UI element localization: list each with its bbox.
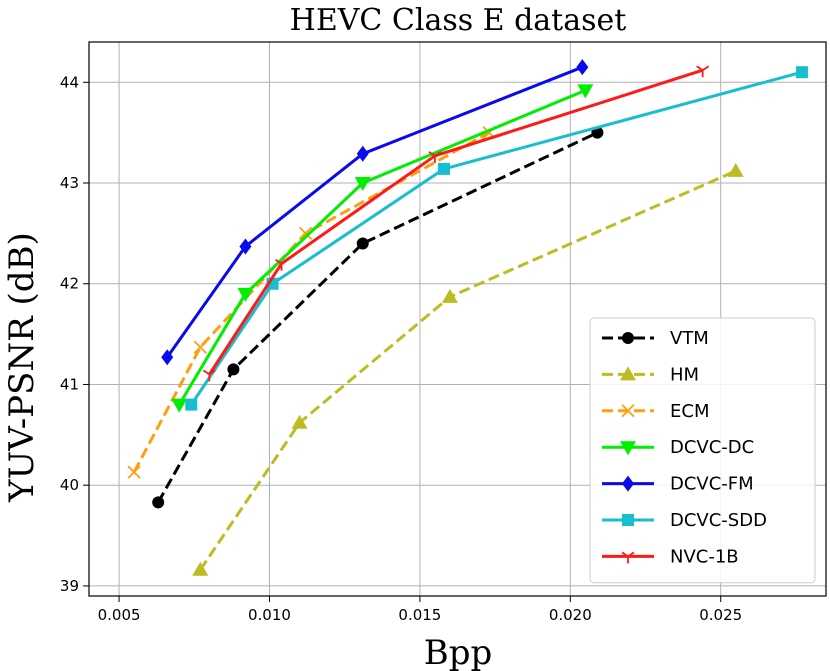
legend-label-dcvc-sdd: DCVC-SDD	[670, 510, 767, 531]
x-axis: 0.005 0.010 0.015 0.020 0.025	[98, 596, 742, 624]
plot-frame	[88, 41, 827, 597]
x-tick-label: 0.020	[549, 606, 592, 624]
y-tick-label: 43	[60, 174, 79, 192]
series-line-hm	[199, 169, 737, 571]
chart-title: HEVC Class E dataset	[290, 3, 627, 38]
data-point-dcvc-sdd	[185, 398, 198, 411]
series-line-nvc-1b	[208, 68, 704, 376]
y-axis: 39 40 41 42 43 44	[60, 73, 89, 595]
data-point-nvc-1b	[275, 258, 289, 271]
data-point-dcvc-dc	[171, 398, 188, 413]
data-point-dcvc-dc	[354, 177, 371, 192]
series-line-dcvc-fm	[165, 65, 583, 359]
data-point-vtm	[356, 237, 369, 250]
legend-marker-dcvc-dc	[620, 441, 636, 456]
x-tick-label: 0.015	[398, 606, 441, 624]
data-point-hm	[291, 414, 308, 429]
series-line-ecm	[132, 131, 490, 473]
x-tick-label: 0.025	[699, 606, 742, 624]
plot-series	[127, 59, 808, 576]
legend-label-dcvc-dc: DCVC-DC	[670, 437, 754, 458]
data-point-dcvc-fm	[356, 145, 369, 162]
data-point-dcvc-dc	[577, 84, 594, 99]
series-dcvc-sdd	[185, 66, 808, 411]
data-point-vtm	[227, 363, 240, 376]
series-hm	[192, 162, 744, 576]
data-point-dcvc-sdd	[437, 162, 450, 175]
data-point-hm	[192, 561, 209, 576]
series-vtm	[152, 126, 604, 509]
data-point-dcvc-fm	[239, 238, 252, 255]
legend-marker-ecm	[621, 404, 635, 418]
data-point-dcvc-sdd	[795, 66, 808, 79]
y-tick-label: 41	[60, 375, 79, 393]
data-point-ecm	[193, 340, 207, 354]
data-point-hm	[727, 162, 744, 177]
x-tick-label: 0.005	[98, 606, 141, 624]
legend-marker-vtm	[622, 332, 634, 344]
data-point-nvc-1b	[428, 151, 442, 163]
legend-marker-dcvc-sdd	[622, 514, 634, 526]
y-tick-label: 44	[60, 73, 79, 91]
series-line-vtm	[156, 131, 599, 504]
data-point-dcvc-dc	[237, 287, 254, 302]
legend-label-ecm: ECM	[670, 401, 709, 422]
data-point-ecm	[127, 465, 141, 479]
data-point-hm	[441, 288, 458, 303]
legend-marker-dcvc-fm	[622, 475, 634, 492]
series-dcvc-fm	[161, 59, 589, 366]
data-point-vtm	[152, 496, 165, 509]
data-point-dcvc-fm	[161, 349, 174, 366]
legend-box	[589, 317, 816, 584]
legend-marker-nvc-1b	[621, 551, 635, 564]
x-tick-label: 0.010	[248, 606, 291, 624]
y-tick-label: 42	[60, 275, 79, 293]
legend-label-vtm: VTM	[670, 328, 709, 349]
legend-label-dcvc-fm: DCVC-FM	[670, 474, 754, 495]
data-point-ecm	[298, 226, 313, 241]
x-axis-label: Bpp	[424, 633, 493, 671]
data-point-nvc-1b	[202, 369, 216, 382]
series-ecm	[127, 126, 496, 479]
legend-marker-hm	[620, 366, 636, 381]
legend-label-nvc-1b: NVC-1B	[670, 546, 739, 567]
legend-label-hm: HM	[670, 364, 699, 385]
series-line-dcvc-dc	[177, 88, 586, 406]
legend: VTM HM ECM DCVC-DC DCVC-FM DCVC-SDD NVC-1B	[589, 317, 816, 584]
series-nvc-1b	[202, 65, 710, 382]
data-point-nvc-1b	[696, 65, 710, 78]
y-axis-label: YUV-PSNR (dB)	[2, 232, 42, 503]
series-line-dcvc-sdd	[190, 70, 803, 406]
data-point-dcvc-fm	[576, 59, 589, 76]
y-tick-label: 39	[60, 577, 79, 595]
series-dcvc-dc	[171, 84, 594, 413]
y-tick-label: 40	[60, 476, 79, 494]
